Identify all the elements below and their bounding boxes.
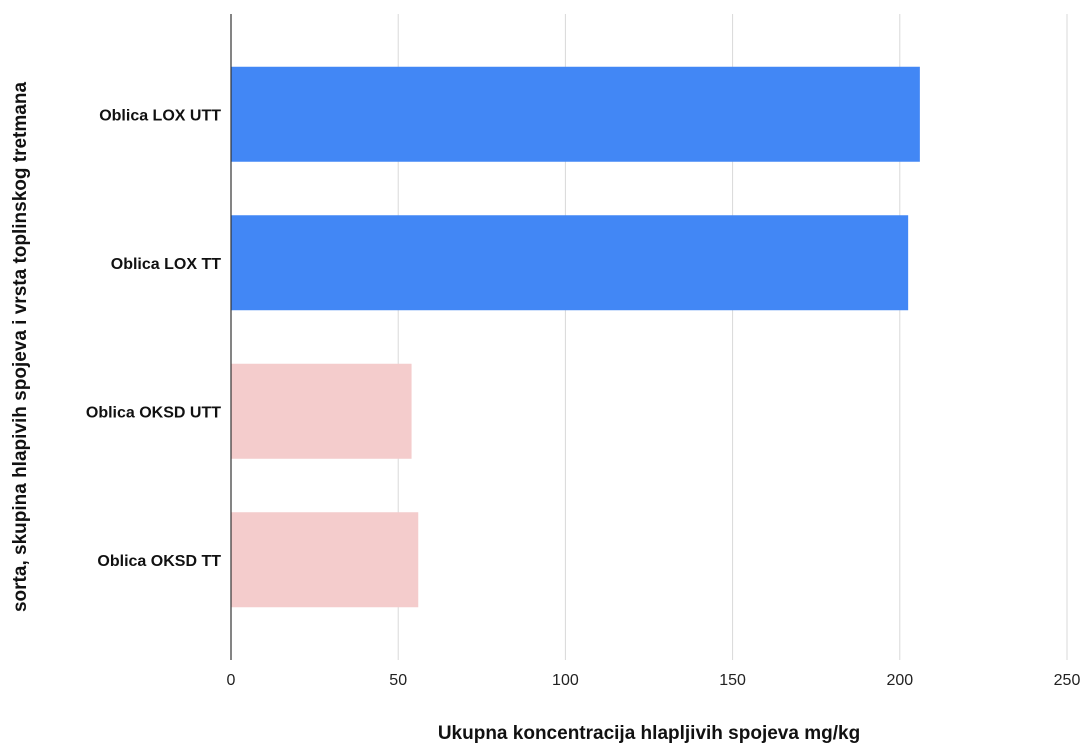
x-tick-label: 150 <box>719 672 746 689</box>
x-tick-label: 250 <box>1054 672 1081 689</box>
bars <box>231 66 920 608</box>
x-tick-label: 200 <box>886 672 913 689</box>
category-label: Oblica LOX TT <box>111 256 221 273</box>
bar <box>231 512 419 608</box>
category-label: Oblica LOX UTT <box>99 107 221 124</box>
category-label: Oblica OKSD TT <box>97 553 221 570</box>
category-labels: Oblica LOX UTT Oblica LOX TT Oblica OKSD U… <box>86 107 221 570</box>
x-tick-label: 0 <box>227 672 236 689</box>
x-tick-label: 100 <box>552 672 579 689</box>
x-tick-label: 50 <box>389 672 407 689</box>
y-axis-title: sorta, skupina hlapivih spojeva i vrsta … <box>10 82 31 612</box>
x-tick-labels: 0 50 100 150 200 250 <box>227 672 1081 689</box>
bar <box>231 363 412 459</box>
x-axis-title: Ukupna koncentracija hlapljivih spojeva … <box>438 723 860 744</box>
bar <box>231 215 909 311</box>
bar <box>231 66 920 162</box>
category-label: Oblica OKSD UTT <box>86 404 221 421</box>
